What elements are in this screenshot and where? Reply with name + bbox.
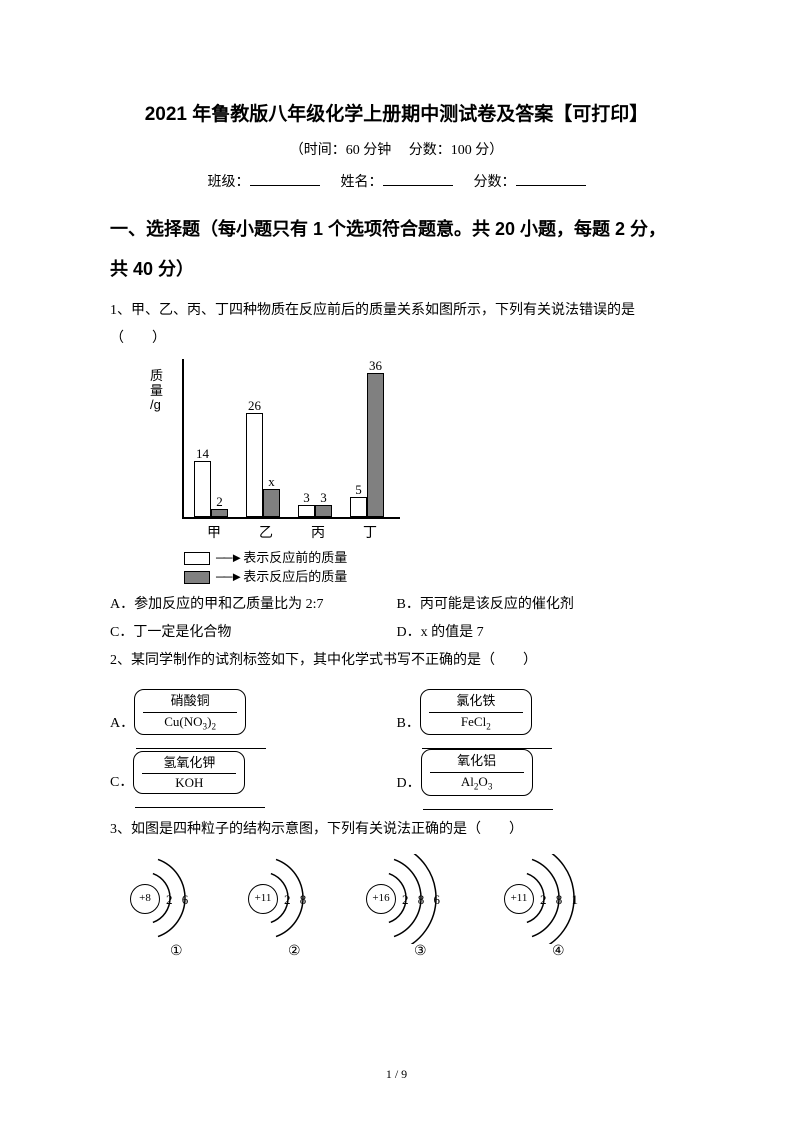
category-label: 乙 <box>246 523 286 545</box>
bar-after: 3 <box>315 505 332 517</box>
page-title: 2021 年鲁教版八年级化学上册期中测试卷及答案【可打印】 <box>110 100 683 130</box>
shell-numbers: 2 8 <box>284 890 309 911</box>
bar-value: 26 <box>248 396 261 417</box>
section-heading: 一、选择题（每小题只有 1 个选项符合题意。共 20 小题，每题 2 分，共 4… <box>110 210 683 289</box>
formula-c: KOH <box>134 774 244 792</box>
formula-d: Al2O3 <box>422 773 532 793</box>
q1-opt-b: B．丙可能是该反应的催化剂 <box>397 591 684 619</box>
reagent-c: 氢氧化钾 KOH <box>133 751 245 795</box>
atom-diagram: +112 8② <box>248 854 348 944</box>
bar-value: 3 <box>303 488 310 509</box>
x-axis <box>182 517 400 519</box>
bar-before: 5 <box>350 497 367 517</box>
bar-value: 36 <box>369 356 382 377</box>
category-label: 丁 <box>350 523 390 545</box>
category-label: 甲 <box>194 523 234 545</box>
bar-before: 3 <box>298 505 315 517</box>
chart-legend: ──► 表示反应前的质量 ──► 表示反应后的质量 <box>184 549 683 587</box>
atom-diagram: +82 6① <box>130 854 230 944</box>
bar-value: 14 <box>196 444 209 465</box>
atom-diagram: +112 8 1④ <box>504 854 624 944</box>
bar-pair: 536 <box>350 373 390 517</box>
bar-after: 2 <box>211 509 228 517</box>
nucleus: +11 <box>248 884 278 914</box>
reagent-b: 氯化铁 FeCl2 <box>420 689 532 735</box>
bar-value: 5 <box>355 480 362 501</box>
exam-meta: （时间：60 分钟 分数：100 分） <box>110 140 683 162</box>
formula-a: Cu(NO3)2 <box>135 713 245 733</box>
arrow-icon: ──► <box>216 568 241 587</box>
stand-line <box>423 809 553 810</box>
q2-a-letter: A． <box>110 713 134 735</box>
nucleus: +16 <box>366 884 396 914</box>
bar-value: 2 <box>216 492 223 513</box>
shell-numbers: 2 8 1 <box>540 890 581 911</box>
bar-value: x <box>268 472 275 493</box>
page-footer: 1 / 9 <box>0 1065 793 1084</box>
q2-d-letter: D． <box>397 773 421 795</box>
score-blank <box>516 171 586 186</box>
swatch-after <box>184 571 210 584</box>
nucleus: +11 <box>504 884 534 914</box>
bar-before: 14 <box>194 461 211 517</box>
atom-diagram: +162 8 6③ <box>366 854 486 944</box>
q1-chart: 质 量 /g 142甲26x乙33丙536丁 ──► 表示反应前的质量 ──► … <box>140 359 683 587</box>
atom-id: ② <box>288 941 301 963</box>
q2-row-cd: C． 氢氧化钾 KOH D． 氧化铝 Al2O3 <box>110 749 683 795</box>
stand-line <box>136 748 266 749</box>
class-label: 班级： <box>208 175 250 190</box>
formula-b: FeCl2 <box>421 713 531 733</box>
bar-after: 36 <box>367 373 384 517</box>
stand-line <box>135 807 265 808</box>
y-axis-label: 质 量 /g <box>150 369 170 412</box>
legend-after: ──► 表示反应后的质量 <box>184 568 683 587</box>
name-blank <box>383 171 453 186</box>
q2-stem: 2、某同学制作的试剂标签如下，其中化学式书写不正确的是（ ） <box>110 647 683 675</box>
q1-opt-c: C．丁一定是化合物 <box>110 619 397 647</box>
swatch-before <box>184 552 210 565</box>
q3-stem: 3、如图是四种粒子的结构示意图，下列有关说法正确的是（ ） <box>110 816 683 844</box>
stand-line <box>422 748 552 749</box>
q2-row-ab: A． 硝酸铜 Cu(NO3)2 B． 氯化铁 FeCl2 <box>110 689 683 735</box>
atom-id: ① <box>170 941 183 963</box>
reagent-a: 硝酸铜 Cu(NO3)2 <box>134 689 246 735</box>
legend-before: ──► 表示反应前的质量 <box>184 549 683 568</box>
q2-c-letter: C． <box>110 772 133 794</box>
atoms-row: +82 6①+112 8②+162 8 6③+112 8 1④ <box>130 854 683 944</box>
shell-numbers: 2 8 6 <box>402 890 443 911</box>
bar-before: 26 <box>246 413 263 517</box>
shell-numbers: 2 6 <box>166 890 191 911</box>
exam-page: 2021 年鲁教版八年级化学上册期中测试卷及答案【可打印】 （时间：60 分钟 … <box>0 0 793 1122</box>
atom-id: ③ <box>414 941 427 963</box>
category-label: 丙 <box>298 523 338 545</box>
bar-pair: 26x <box>246 413 286 517</box>
atom-id: ④ <box>552 941 565 963</box>
fill-line: 班级： 姓名： 分数： <box>110 171 683 194</box>
arrow-icon: ──► <box>216 549 241 568</box>
q1-options: A．参加反应的甲和乙质量比为 2:7 B．丙可能是该反应的催化剂 C．丁一定是化… <box>110 591 683 647</box>
q1-stem: 1、甲、乙、丙、丁四种物质在反应前后的质量关系如图所示，下列有关说法错误的是（ … <box>110 297 683 353</box>
class-blank <box>250 171 320 186</box>
y-axis <box>182 359 184 519</box>
q1-opt-a: A．参加反应的甲和乙质量比为 2:7 <box>110 591 397 619</box>
score-label: 分数： <box>474 175 516 190</box>
nucleus: +8 <box>130 884 160 914</box>
bar-pair: 33 <box>298 505 338 517</box>
bar-pair: 142 <box>194 461 234 517</box>
name-label: 姓名： <box>341 175 383 190</box>
bar-value: 3 <box>320 488 327 509</box>
reagent-d: 氧化铝 Al2O3 <box>421 749 533 795</box>
q1-opt-d: D．x 的值是 7 <box>397 619 684 647</box>
bar-after: x <box>263 489 280 517</box>
q2-b-letter: B． <box>397 713 420 735</box>
